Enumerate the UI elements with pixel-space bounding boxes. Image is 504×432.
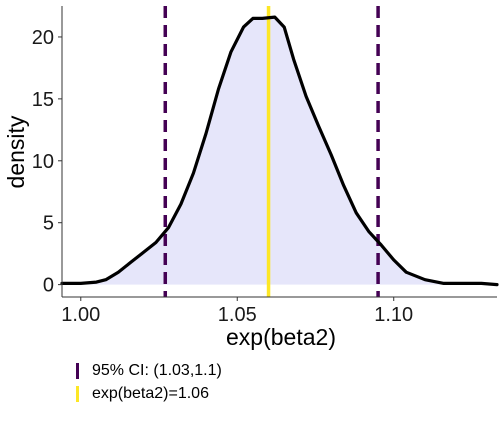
x-axis-ticks: 1.00 1.05 1.10 xyxy=(61,297,413,326)
y-tick-label: 10 xyxy=(32,151,54,173)
legend-item-ci: 95% CI: (1.03,1.1) xyxy=(72,360,222,382)
x-tick-label: 1.00 xyxy=(61,304,100,326)
legend-label-ci: 95% CI: (1.03,1.1) xyxy=(92,362,222,379)
x-axis-title: exp(beta2) xyxy=(226,324,336,350)
y-axis-title: density xyxy=(3,115,29,188)
y-tick-label: 15 xyxy=(32,89,54,111)
y-tick-label: 5 xyxy=(43,213,54,235)
legend-item-estimate: exp(beta2)=1.06 xyxy=(72,383,222,405)
x-tick-label: 1.10 xyxy=(374,304,413,326)
y-tick-label: 0 xyxy=(43,275,54,297)
legend-key-estimate xyxy=(76,386,79,402)
legend: 95% CI: (1.03,1.1) exp(beta2)=1.06 xyxy=(72,360,222,406)
legend-key-ci xyxy=(76,363,79,379)
legend-label-estimate: exp(beta2)=1.06 xyxy=(92,385,209,402)
x-tick-label: 1.05 xyxy=(218,304,257,326)
y-axis-ticks: 0 5 10 15 20 xyxy=(32,27,62,297)
density-curve xyxy=(60,15,499,287)
density-fill-area xyxy=(62,17,497,285)
y-tick-label: 20 xyxy=(32,27,54,49)
plot-area xyxy=(60,6,499,297)
